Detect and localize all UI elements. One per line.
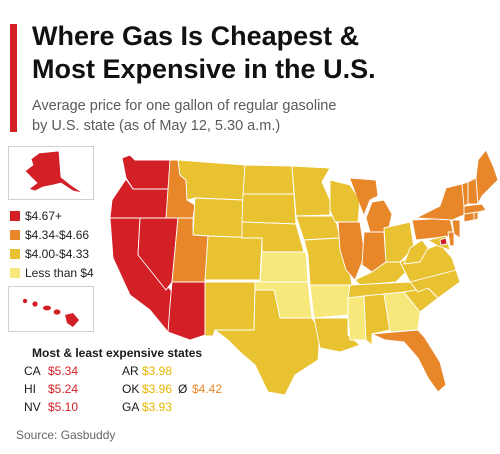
least-state: GA	[122, 400, 140, 414]
legend-swatch	[10, 210, 20, 221]
state-ks	[259, 251, 309, 283]
hawaii-inset	[8, 286, 94, 332]
title-line-1: Where Gas Is Cheapest &	[32, 21, 360, 51]
state-nd	[242, 164, 295, 195]
alaska-inset	[8, 146, 94, 200]
most-price: $5.24	[48, 382, 79, 396]
extremes-row: HI $5.24 OK $3.96 Ø $4.42	[18, 382, 222, 400]
legend-item-high: $4.34-$4.66	[10, 225, 94, 244]
state-nj	[451, 219, 461, 239]
most-state: HI	[24, 382, 36, 396]
chart-subtitle: Average price for one gallon of regular …	[32, 96, 492, 136]
least-price: $3.93	[142, 400, 173, 414]
legend-label: Less than $4	[25, 265, 94, 280]
source-note: Source: Gasbuddy	[16, 428, 116, 442]
state-wv	[403, 239, 429, 265]
most-state: NV	[24, 400, 41, 414]
state-sd	[241, 193, 297, 225]
legend-item-mid: $4.00-$4.33	[10, 244, 94, 263]
alaska-map	[24, 150, 84, 194]
state-mn	[291, 165, 331, 217]
legend-swatch	[10, 229, 20, 240]
state-ma	[463, 203, 487, 215]
hawaii-map	[22, 298, 79, 327]
us-gas-price-map	[109, 149, 499, 396]
state-pa	[411, 217, 455, 241]
state-nm	[204, 281, 256, 337]
state-az	[167, 281, 206, 341]
accent-bar	[10, 24, 17, 132]
state-fl	[371, 329, 447, 393]
state-me	[475, 149, 499, 205]
state-ar	[309, 284, 351, 319]
state-dc	[439, 237, 448, 246]
most-price: $5.34	[48, 364, 79, 378]
legend-label: $4.34-$4.66	[25, 227, 90, 242]
state-wy	[192, 197, 244, 239]
legend-swatch	[10, 248, 20, 259]
state-ak	[24, 150, 84, 194]
state-de	[447, 231, 455, 247]
most-state: CA	[24, 364, 41, 378]
subtitle-line-1: Average price for one gallon of regular …	[32, 98, 337, 114]
subtitle-line-2: by U.S. state (as of May 12, 5.30 a.m.)	[32, 118, 281, 134]
least-price: $3.96	[142, 382, 173, 396]
least-state: AR	[122, 364, 139, 378]
title-line-2: Most Expensive in the U.S.	[32, 54, 376, 84]
most-price: $5.10	[48, 400, 79, 414]
state-mt	[177, 159, 246, 201]
legend-swatch	[10, 267, 20, 278]
legend-label: $4.67+	[25, 208, 63, 223]
least-price: $3.98	[142, 364, 173, 378]
legend-label: $4.00-$4.33	[25, 246, 90, 261]
least-state: OK	[122, 382, 140, 396]
legend-item-low: Less than $4	[10, 263, 94, 282]
extremes-row: NV $5.10 GA $3.93	[18, 400, 216, 418]
extremes-row: CA $5.34 AR $3.98	[18, 364, 216, 382]
state-ia	[295, 215, 341, 241]
legend-item-highest: $4.67+	[10, 206, 94, 225]
state-ri	[473, 211, 479, 221]
extremes-box: Most & least expensive states CA $5.34 A…	[12, 342, 222, 416]
extremes-title: Most & least expensive states	[32, 346, 203, 360]
average-price: $4.42	[192, 382, 223, 396]
average-symbol: Ø	[178, 382, 188, 396]
state-ms	[347, 295, 367, 341]
state-hi	[22, 298, 79, 327]
state-co	[204, 235, 263, 281]
chart-title: Where Gas Is Cheapest & Most Expensive i…	[32, 20, 492, 86]
map-legend: $4.67+ $4.34-$4.66 $4.00-$4.33 Less than…	[10, 206, 94, 282]
state-ga	[383, 291, 421, 333]
state-tx	[214, 289, 321, 396]
state-ny	[415, 183, 467, 221]
